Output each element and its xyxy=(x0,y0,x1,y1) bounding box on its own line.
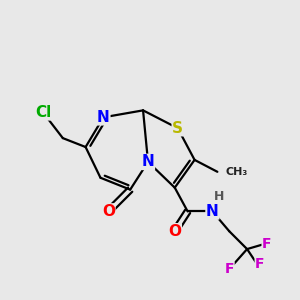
Text: O: O xyxy=(168,224,181,239)
Text: Cl: Cl xyxy=(35,105,51,120)
Text: N: N xyxy=(142,154,154,169)
Text: S: S xyxy=(172,121,183,136)
Text: F: F xyxy=(262,237,272,251)
Text: CH₃: CH₃ xyxy=(225,167,248,177)
Text: F: F xyxy=(224,262,234,276)
Text: N: N xyxy=(206,204,219,219)
Text: N: N xyxy=(97,110,110,125)
Text: F: F xyxy=(255,257,265,271)
Text: H: H xyxy=(214,190,224,203)
Text: O: O xyxy=(102,204,115,219)
